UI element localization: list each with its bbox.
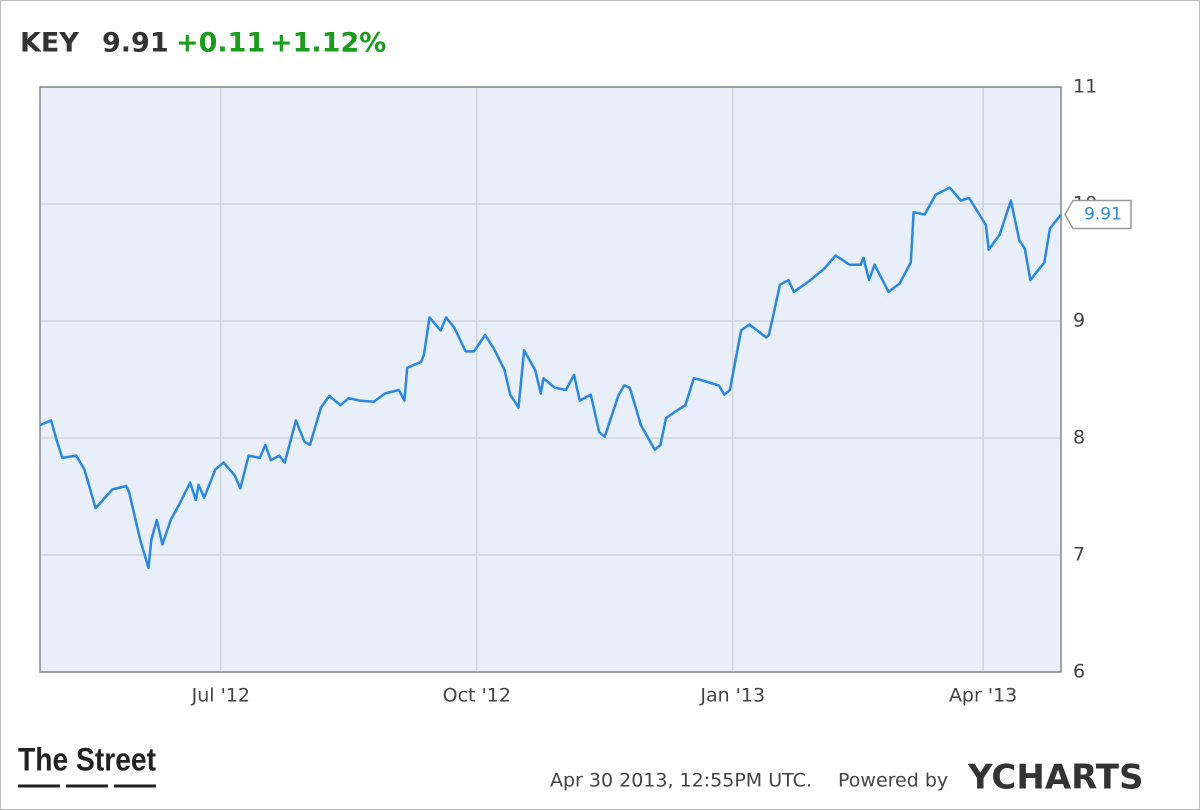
last-value-label: 9.91 [1084,205,1122,225]
y-tick-label: 7 [1073,544,1085,566]
powered-by: Powered by [838,770,948,792]
x-tick-label: Oct '12 [443,685,511,707]
plot-area [40,87,1061,672]
x-tick-label: Jul '12 [191,685,250,707]
x-tick-label: Apr '13 [949,685,1017,707]
provider-logo: YCHARTS [967,758,1143,798]
x-tick-label: Jan '13 [699,685,765,707]
plot-border [39,86,1062,673]
last-value-box [1064,199,1132,230]
price-line [39,186,1062,570]
ticker: KEY [20,28,79,59]
price: 9.91 [102,28,169,59]
y-tick-label: 8 [1073,427,1085,449]
timestamp: Apr 30 2013, 12:55PM UTC. [550,770,812,792]
brand-logo: The Street [18,741,156,777]
y-tick-label: 6 [1073,661,1085,683]
y-tick-label: 9 [1073,310,1085,332]
change: +0.11 [176,28,265,59]
change-pct: +1.12% [270,28,386,59]
y-tick-label: 11 [1073,76,1097,98]
